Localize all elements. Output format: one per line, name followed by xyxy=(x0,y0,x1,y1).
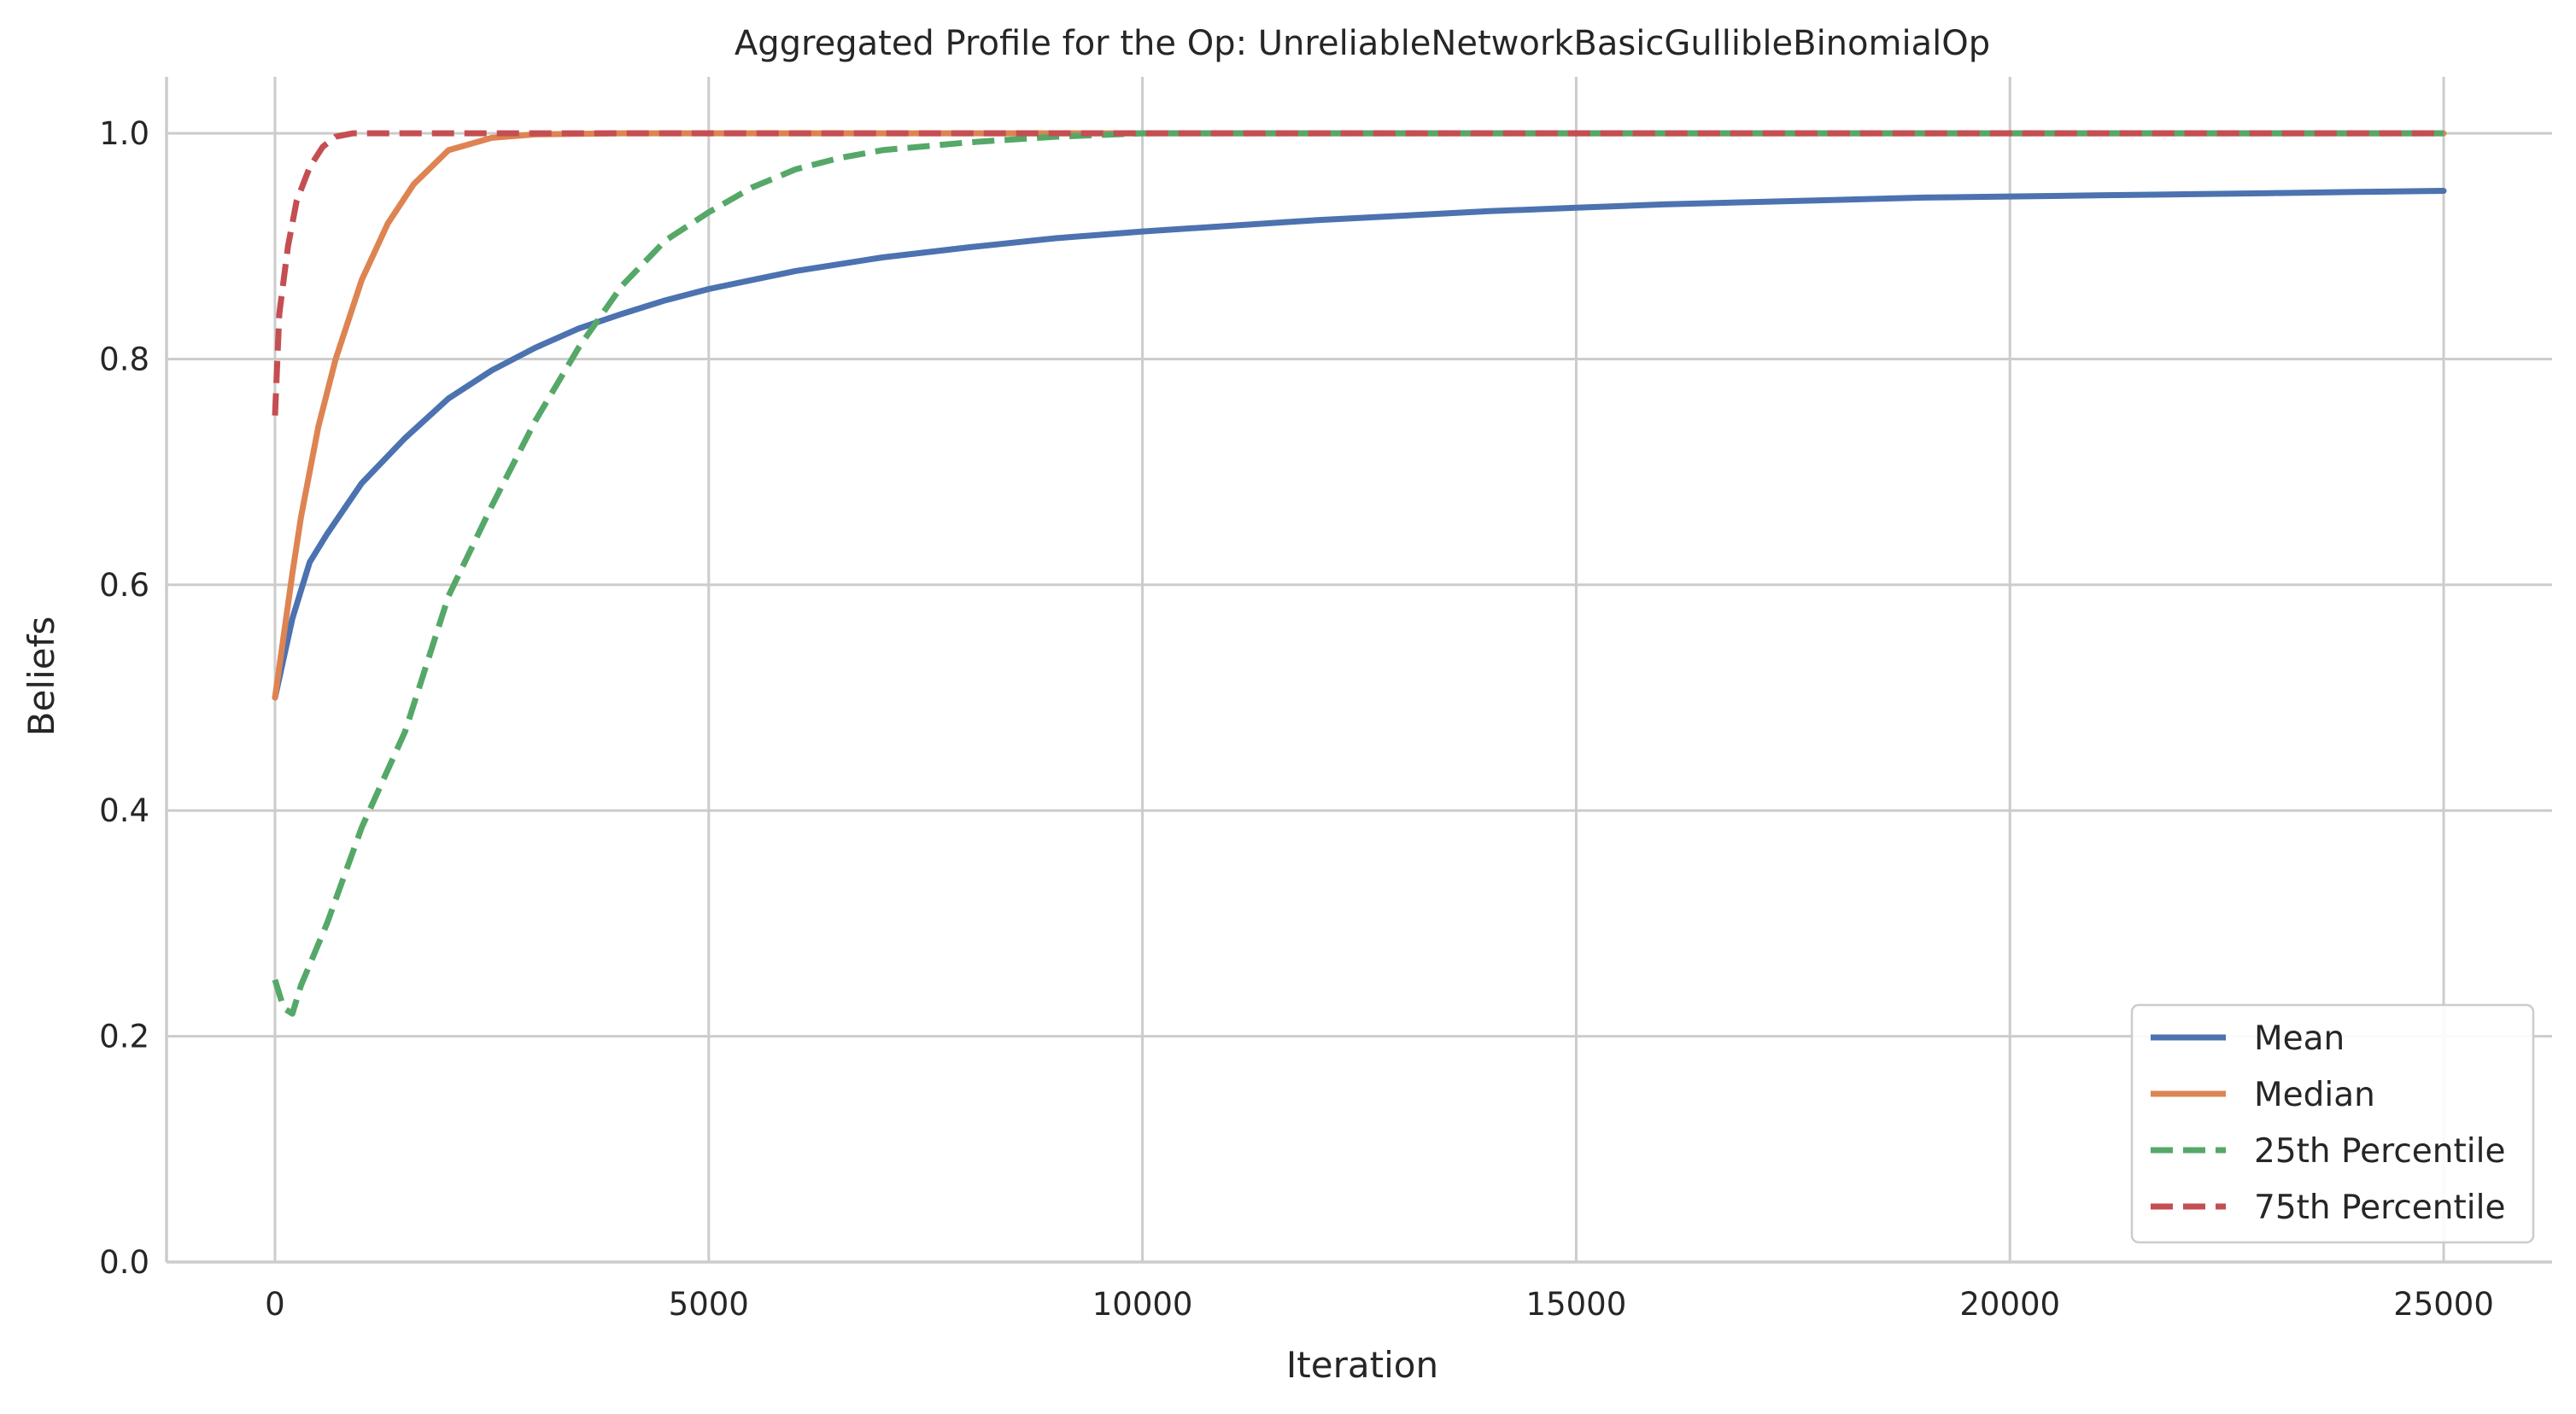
series-line-25th-percentile xyxy=(272,130,2444,1017)
y-tick-label: 0.8 xyxy=(99,341,149,377)
x-tick-label: 25000 xyxy=(2393,1286,2494,1323)
x-tick-label: 10000 xyxy=(1092,1286,1193,1323)
legend-label-75th-percentile: 75th Percentile xyxy=(2254,1189,2505,1227)
chart-title: Aggregated Profile for the Op: Unreliabl… xyxy=(735,24,1990,63)
y-tick-label: 0.2 xyxy=(99,1019,149,1055)
tick-labels: 0 5000 10000 15000 20000 25000 0.0 0.2 0.4 0.6 0.8… xyxy=(99,115,2494,1323)
legend-frame xyxy=(2130,1003,2535,1244)
series-line-75th-percentile xyxy=(272,130,2444,416)
x-tick-label: 0 xyxy=(265,1286,285,1323)
y-tick-label: 1.0 xyxy=(99,115,149,152)
x-axis-label: Iteration xyxy=(1286,1344,1438,1386)
legend: Mean Median 25th Percentile 75th Percentile xyxy=(2130,1003,2535,1244)
legend-label-25th-percentile: 25th Percentile xyxy=(2254,1132,2505,1171)
x-tick-label: 20000 xyxy=(1959,1286,2060,1323)
x-tick-label: 15000 xyxy=(1526,1286,1627,1323)
x-tick-label: 5000 xyxy=(669,1286,749,1323)
y-tick-label: 0.6 xyxy=(99,567,149,604)
y-tick-label: 0.0 xyxy=(99,1244,149,1281)
y-tick-label: 0.4 xyxy=(99,792,149,829)
series-line-mean xyxy=(272,188,2447,701)
y-axis-label: Beliefs xyxy=(20,616,62,737)
legend-label-median: Median xyxy=(2254,1076,2375,1114)
legend-label-mean: Mean xyxy=(2254,1020,2345,1058)
axis-spines xyxy=(165,77,2552,1264)
series-layer xyxy=(272,130,2447,1017)
